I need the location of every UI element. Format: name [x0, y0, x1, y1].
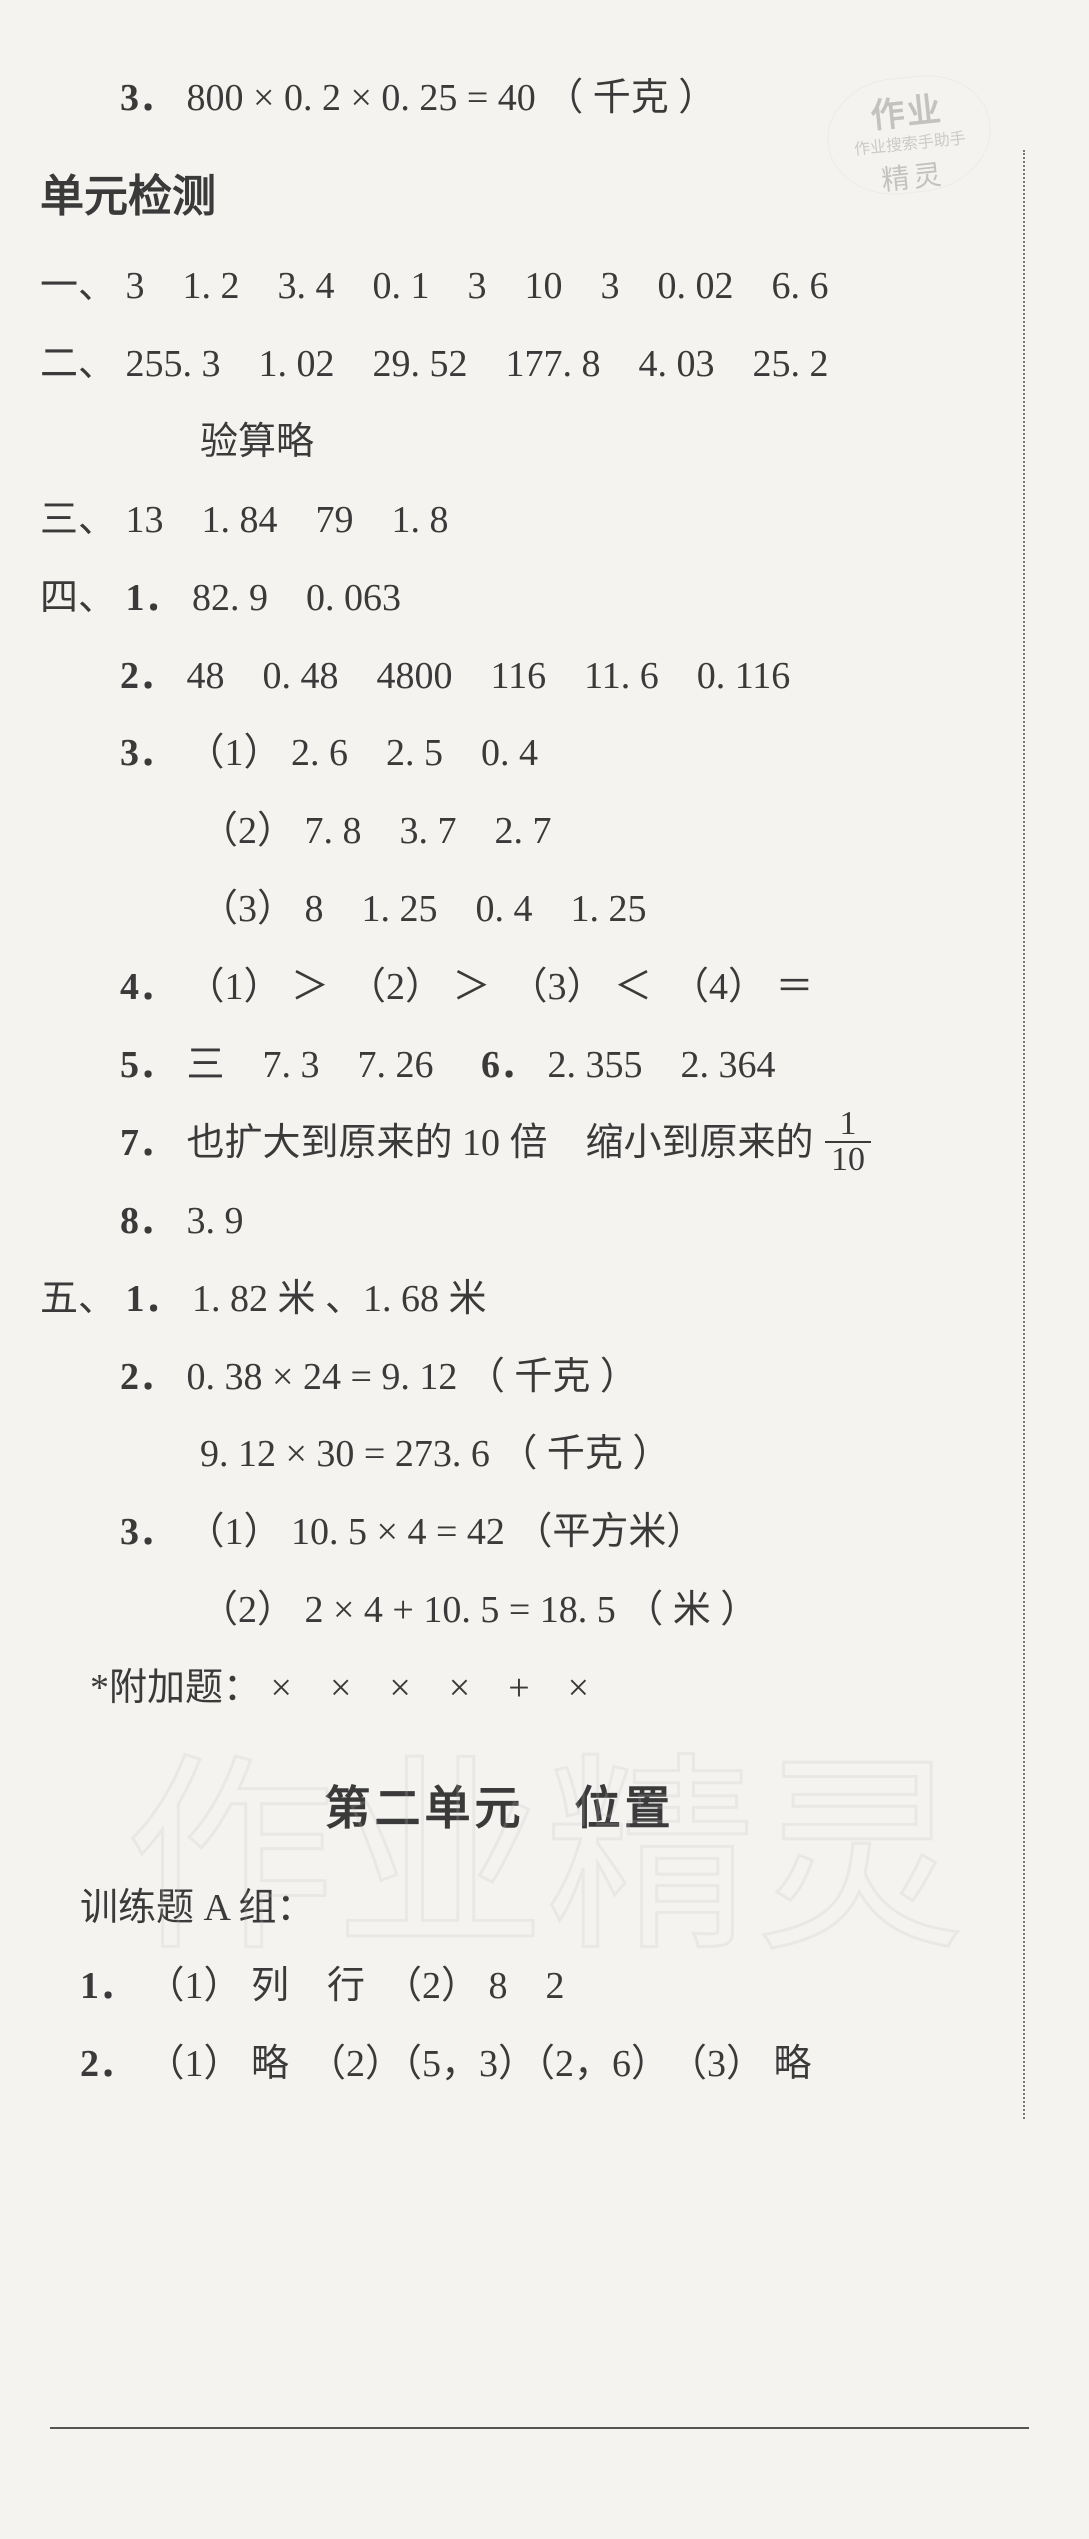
section-label: 一、: [40, 265, 116, 307]
item-text: 0. 38 × 24 = 9. 12 （ 千克 ）: [187, 1356, 638, 1398]
section-5-item-2-l2: 9. 12 × 30 = 273. 6 （ 千克 ）: [40, 1416, 959, 1494]
section-4-item-7: 7． 也扩大到原来的 10 倍 缩小到原来的 1 10: [40, 1105, 959, 1183]
item-number: 2．: [80, 2043, 137, 2085]
section-5-item-1: 五、 1． 1. 82 米 、1. 68 米: [40, 1261, 959, 1339]
item-number: 6．: [481, 1044, 538, 1086]
section-4-item-3-p1: 3． （1） 2. 6 2. 5 0. 4: [40, 715, 959, 793]
item-text: 82. 9 0. 063: [192, 577, 401, 619]
train-item-2: 2． （1） 略 （2）（5，3）（2，6） （3） 略: [40, 2026, 959, 2104]
stamp-line2: 作业搜索手助手: [839, 123, 981, 162]
right-dotted-rule: [1023, 150, 1025, 2119]
unit-2-title: 第二单元 位置: [40, 1762, 959, 1856]
section-5-item-3-p2: （2） 2 × 4 + 10. 5 = 18. 5 （ 米 ）: [40, 1572, 959, 1650]
extra-marks: × × × × + ×: [271, 1667, 590, 1709]
item-number: 8．: [120, 1200, 177, 1242]
item-number: 1．: [126, 577, 183, 619]
section-5-item-2-l1: 2． 0. 38 × 24 = 9. 12 （ 千克 ）: [40, 1339, 959, 1417]
item-text: 48 0. 48 4800 116 11. 6 0. 116: [187, 655, 791, 697]
section-4-item-3-p3: （3） 8 1. 25 0. 4 1. 25: [40, 871, 959, 949]
item-text: （1） 略 （2）（5，3）（2，6） （3） 略: [147, 2043, 812, 2085]
unit-test-heading: 单元检测: [40, 152, 959, 242]
item-number: 5．: [120, 1044, 177, 1086]
item-text: 1. 82 米 、1. 68 米: [192, 1278, 487, 1320]
item-text: （1） ＞ （2） ＞ （3） ＜ （4） ＝: [187, 966, 814, 1008]
section-4-item-8: 8． 3. 9: [40, 1183, 959, 1261]
footer-rule: [50, 2427, 1029, 2429]
item-text: 也扩大到原来的 10 倍 缩小到原来的: [187, 1122, 814, 1164]
item-number: 2．: [120, 655, 177, 697]
section-4-item-5-6: 5． 三 7. 3 7. 26 6． 2. 355 2. 364: [40, 1027, 959, 1105]
item-number: 3．: [120, 1511, 177, 1553]
section-label: 五、: [40, 1278, 116, 1320]
train-item-1: 1． （1） 列 行 （2） 8 2: [40, 1948, 959, 2026]
fraction-numerator: 1: [825, 1107, 871, 1143]
item-text: （1） 2. 6 2. 5 0. 4: [187, 732, 539, 774]
section-values: 3 1. 2 3. 4 0. 1 3 10 3 0. 02 6. 6: [126, 265, 829, 307]
section-4-item-2: 2． 48 0. 48 4800 116 11. 6 0. 116: [40, 638, 959, 716]
stamp-logo: 作业 作业搜索手助手 精灵: [834, 78, 984, 192]
page: 作业 作业搜索手助手 精灵 3． 800 × 0. 2 × 0. 25 = 40…: [0, 0, 1089, 2539]
item-text: 800 × 0. 2 × 0. 25 = 40 （ 千克 ）: [187, 77, 717, 119]
extra-label: *附加题：: [90, 1667, 261, 1709]
fraction: 1 10: [825, 1107, 871, 1177]
item-number: 3．: [120, 732, 177, 774]
item-text: （1） 列 行 （2） 8 2: [147, 1965, 565, 2007]
extra-question: *附加题： × × × × + ×: [40, 1650, 959, 1728]
section-values: 255. 3 1. 02 29. 52 177. 8 4. 03 25. 2: [126, 343, 829, 385]
item-text: 2. 355 2. 364: [548, 1044, 776, 1086]
section-4-item-4: 4． （1） ＞ （2） ＞ （3） ＜ （4） ＝: [40, 949, 959, 1027]
section-3: 三、 13 1. 84 79 1. 8: [40, 482, 959, 560]
section-4-item-1: 四、 1． 82. 9 0. 063: [40, 560, 959, 638]
fraction-denominator: 10: [825, 1143, 871, 1177]
item-text: 三 7. 3 7. 26: [187, 1044, 472, 1086]
section-2-note: 验算略: [40, 404, 959, 482]
item-number: 4．: [120, 966, 177, 1008]
answer-content: 3． 800 × 0. 2 × 0. 25 = 40 （ 千克 ） 单元检测 一…: [30, 60, 1039, 2104]
section-label: 二、: [40, 343, 116, 385]
item-text: 3. 9: [187, 1200, 244, 1242]
pre-item-3: 3． 800 × 0. 2 × 0. 25 = 40 （ 千克 ）: [40, 60, 959, 138]
section-4-item-3-p2: （2） 7. 8 3. 7 2. 7: [40, 793, 959, 871]
item-text: （1） 10. 5 × 4 = 42 （平方米）: [187, 1511, 705, 1553]
section-values: 13 1. 84 79 1. 8: [126, 499, 449, 541]
section-label: 三、: [40, 499, 116, 541]
item-number: 3．: [120, 77, 177, 119]
section-2: 二、 255. 3 1. 02 29. 52 177. 8 4. 03 25. …: [40, 326, 959, 404]
item-number: 7．: [120, 1122, 177, 1164]
section-label: 四、: [40, 577, 116, 619]
item-number: 1．: [80, 1965, 137, 2007]
item-number: 2．: [120, 1356, 177, 1398]
item-number: 1．: [126, 1278, 183, 1320]
section-5-item-3-p1: 3． （1） 10. 5 × 4 = 42 （平方米）: [40, 1494, 959, 1572]
training-heading: 训练题 A 组：: [40, 1870, 959, 1948]
section-1: 一、 3 1. 2 3. 4 0. 1 3 10 3 0. 02 6. 6: [40, 248, 959, 326]
